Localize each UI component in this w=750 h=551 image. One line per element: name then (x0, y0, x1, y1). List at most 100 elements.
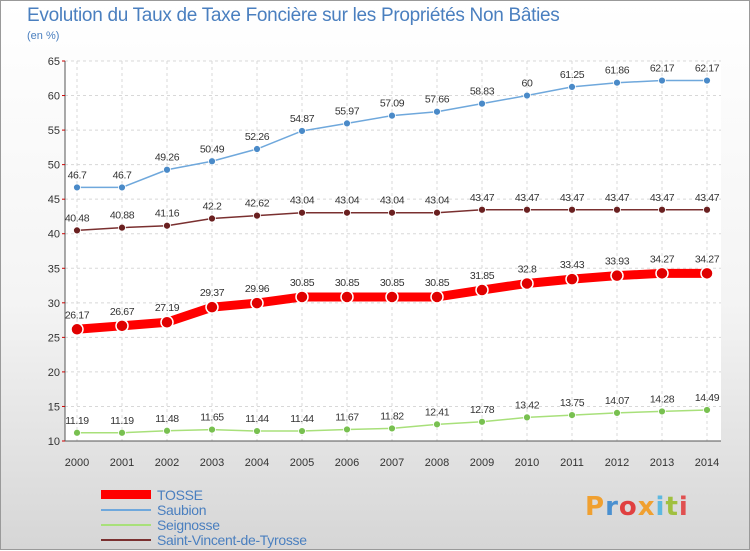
data-label: 61.86 (605, 65, 630, 77)
data-label: 50.49 (200, 143, 225, 155)
data-point (433, 107, 441, 116)
data-point (613, 408, 621, 417)
legend-swatch (101, 490, 151, 499)
x-tick-label: 2004 (245, 457, 269, 469)
data-label: 11.19 (110, 415, 134, 427)
plot-area (65, 61, 721, 441)
x-tick-label: 2008 (425, 457, 449, 469)
data-label: 57.09 (380, 98, 405, 110)
chart-title: Evolution du Taux de Taxe Foncière sur l… (27, 5, 560, 26)
legend-entry: Saubion (101, 502, 307, 518)
data-label: 29.37 (200, 287, 225, 299)
y-axis-unit-label: (en %) (27, 30, 60, 42)
data-label: 62.17 (695, 63, 720, 75)
y-tick-label: 10 (48, 436, 60, 448)
data-label: 27.19 (155, 302, 180, 314)
data-point (205, 300, 219, 314)
y-tick-label: 35 (48, 263, 60, 275)
data-point (703, 205, 711, 214)
data-point (343, 208, 351, 217)
data-label: 11.82 (380, 410, 404, 422)
x-tick-label: 2003 (200, 457, 224, 469)
data-label: 43.47 (560, 192, 585, 204)
data-label: 41.16 (155, 208, 180, 220)
data-point (118, 428, 126, 437)
data-point (523, 91, 531, 100)
data-label: 31.85 (470, 270, 495, 282)
data-point (73, 183, 81, 192)
data-label: 43.47 (470, 192, 495, 204)
data-label: 29.96 (245, 283, 270, 295)
data-point (388, 111, 396, 120)
data-point (160, 315, 174, 329)
data-point (433, 420, 441, 429)
logo-letter: P (585, 492, 606, 522)
data-point (70, 322, 84, 337)
data-point (343, 425, 351, 434)
data-point (523, 413, 531, 422)
legend-entry: Seignosse (101, 516, 307, 533)
data-point (613, 205, 621, 214)
data-label: 58.83 (470, 86, 495, 98)
y-tick-label: 40 (48, 229, 60, 241)
logo-letter: r (605, 492, 619, 522)
data-point (115, 319, 129, 333)
proxiti-logo: Proxiti (585, 492, 689, 522)
data-point (568, 205, 576, 214)
data-label: 11.44 (290, 413, 314, 425)
data-point (208, 425, 216, 434)
data-point (163, 221, 171, 230)
data-label: 43.47 (650, 192, 675, 204)
data-point (430, 290, 444, 304)
data-point (658, 76, 666, 85)
y-tick-label: 25 (48, 332, 60, 344)
data-point (253, 211, 261, 220)
legend-label: Seignosse (157, 516, 220, 533)
data-point (568, 411, 576, 419)
data-point (388, 424, 396, 433)
data-point (118, 183, 126, 192)
data-label: 46.7 (113, 169, 132, 181)
legend-swatch (101, 538, 151, 541)
data-label: 43.47 (605, 192, 630, 204)
data-label: 43.04 (290, 195, 315, 207)
logo-letter: i (655, 492, 666, 522)
data-point (703, 76, 711, 85)
data-point (295, 290, 309, 304)
data-label: 13.75 (560, 397, 585, 409)
x-tick-label: 2002 (155, 457, 179, 469)
x-tick-label: 2007 (380, 457, 404, 469)
data-point (298, 427, 306, 435)
data-point (565, 272, 579, 286)
data-label: 14.28 (650, 393, 675, 405)
data-label: 11.67 (335, 411, 359, 423)
legend-label: TOSSE (157, 486, 203, 503)
data-point (73, 226, 81, 235)
legend-swatch (101, 508, 151, 511)
data-label: 14.49 (695, 392, 720, 404)
y-tick-label: 65 (48, 56, 60, 68)
data-point (523, 205, 531, 214)
data-label: 62.17 (650, 63, 675, 75)
data-label: 30.85 (425, 277, 450, 289)
x-tick-label: 2000 (65, 457, 89, 469)
x-tick-label: 2013 (650, 457, 674, 469)
data-label: 34.27 (695, 253, 720, 265)
data-point (208, 214, 216, 223)
data-point (163, 165, 171, 174)
legend-swatch (101, 523, 151, 526)
data-point (298, 208, 306, 217)
data-point (703, 406, 711, 414)
data-label: 34.27 (650, 253, 675, 265)
data-point (250, 296, 264, 310)
data-point (208, 157, 216, 166)
data-label: 12.78 (470, 404, 495, 416)
data-point (433, 208, 441, 217)
x-tick-label: 2006 (335, 457, 359, 469)
logo-letter: t (665, 492, 679, 522)
data-point (658, 407, 666, 416)
data-point (520, 276, 534, 291)
data-point (163, 426, 171, 435)
data-label: 42.62 (245, 198, 270, 210)
